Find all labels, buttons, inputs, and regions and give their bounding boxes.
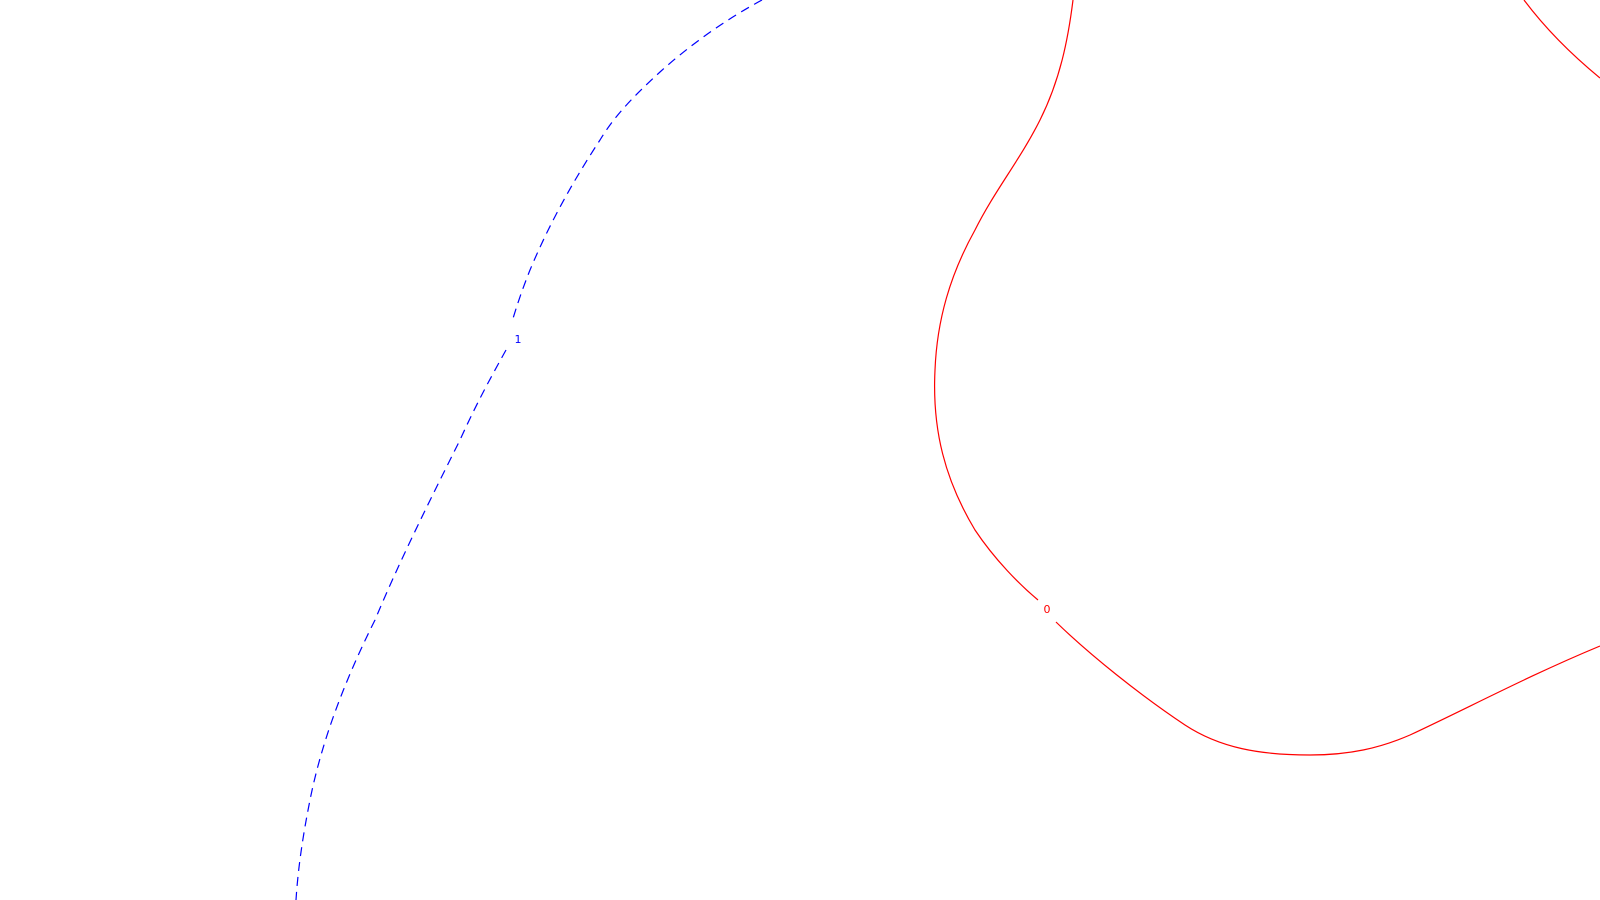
contour-line-0-lower-segment <box>1055 621 1600 756</box>
contour-line-0: 0 <box>934 0 1600 756</box>
contour-line-0-top-right-segment <box>1523 0 1600 79</box>
contour-line-1-lower-segment <box>295 349 507 900</box>
contour-label-1: 1 <box>515 333 522 346</box>
contour-label-0: 0 <box>1044 603 1051 616</box>
contour-line-1: 1 <box>295 0 763 900</box>
contour-line-0-left-segment <box>934 0 1074 601</box>
contour-line-1-upper-segment <box>511 0 763 323</box>
